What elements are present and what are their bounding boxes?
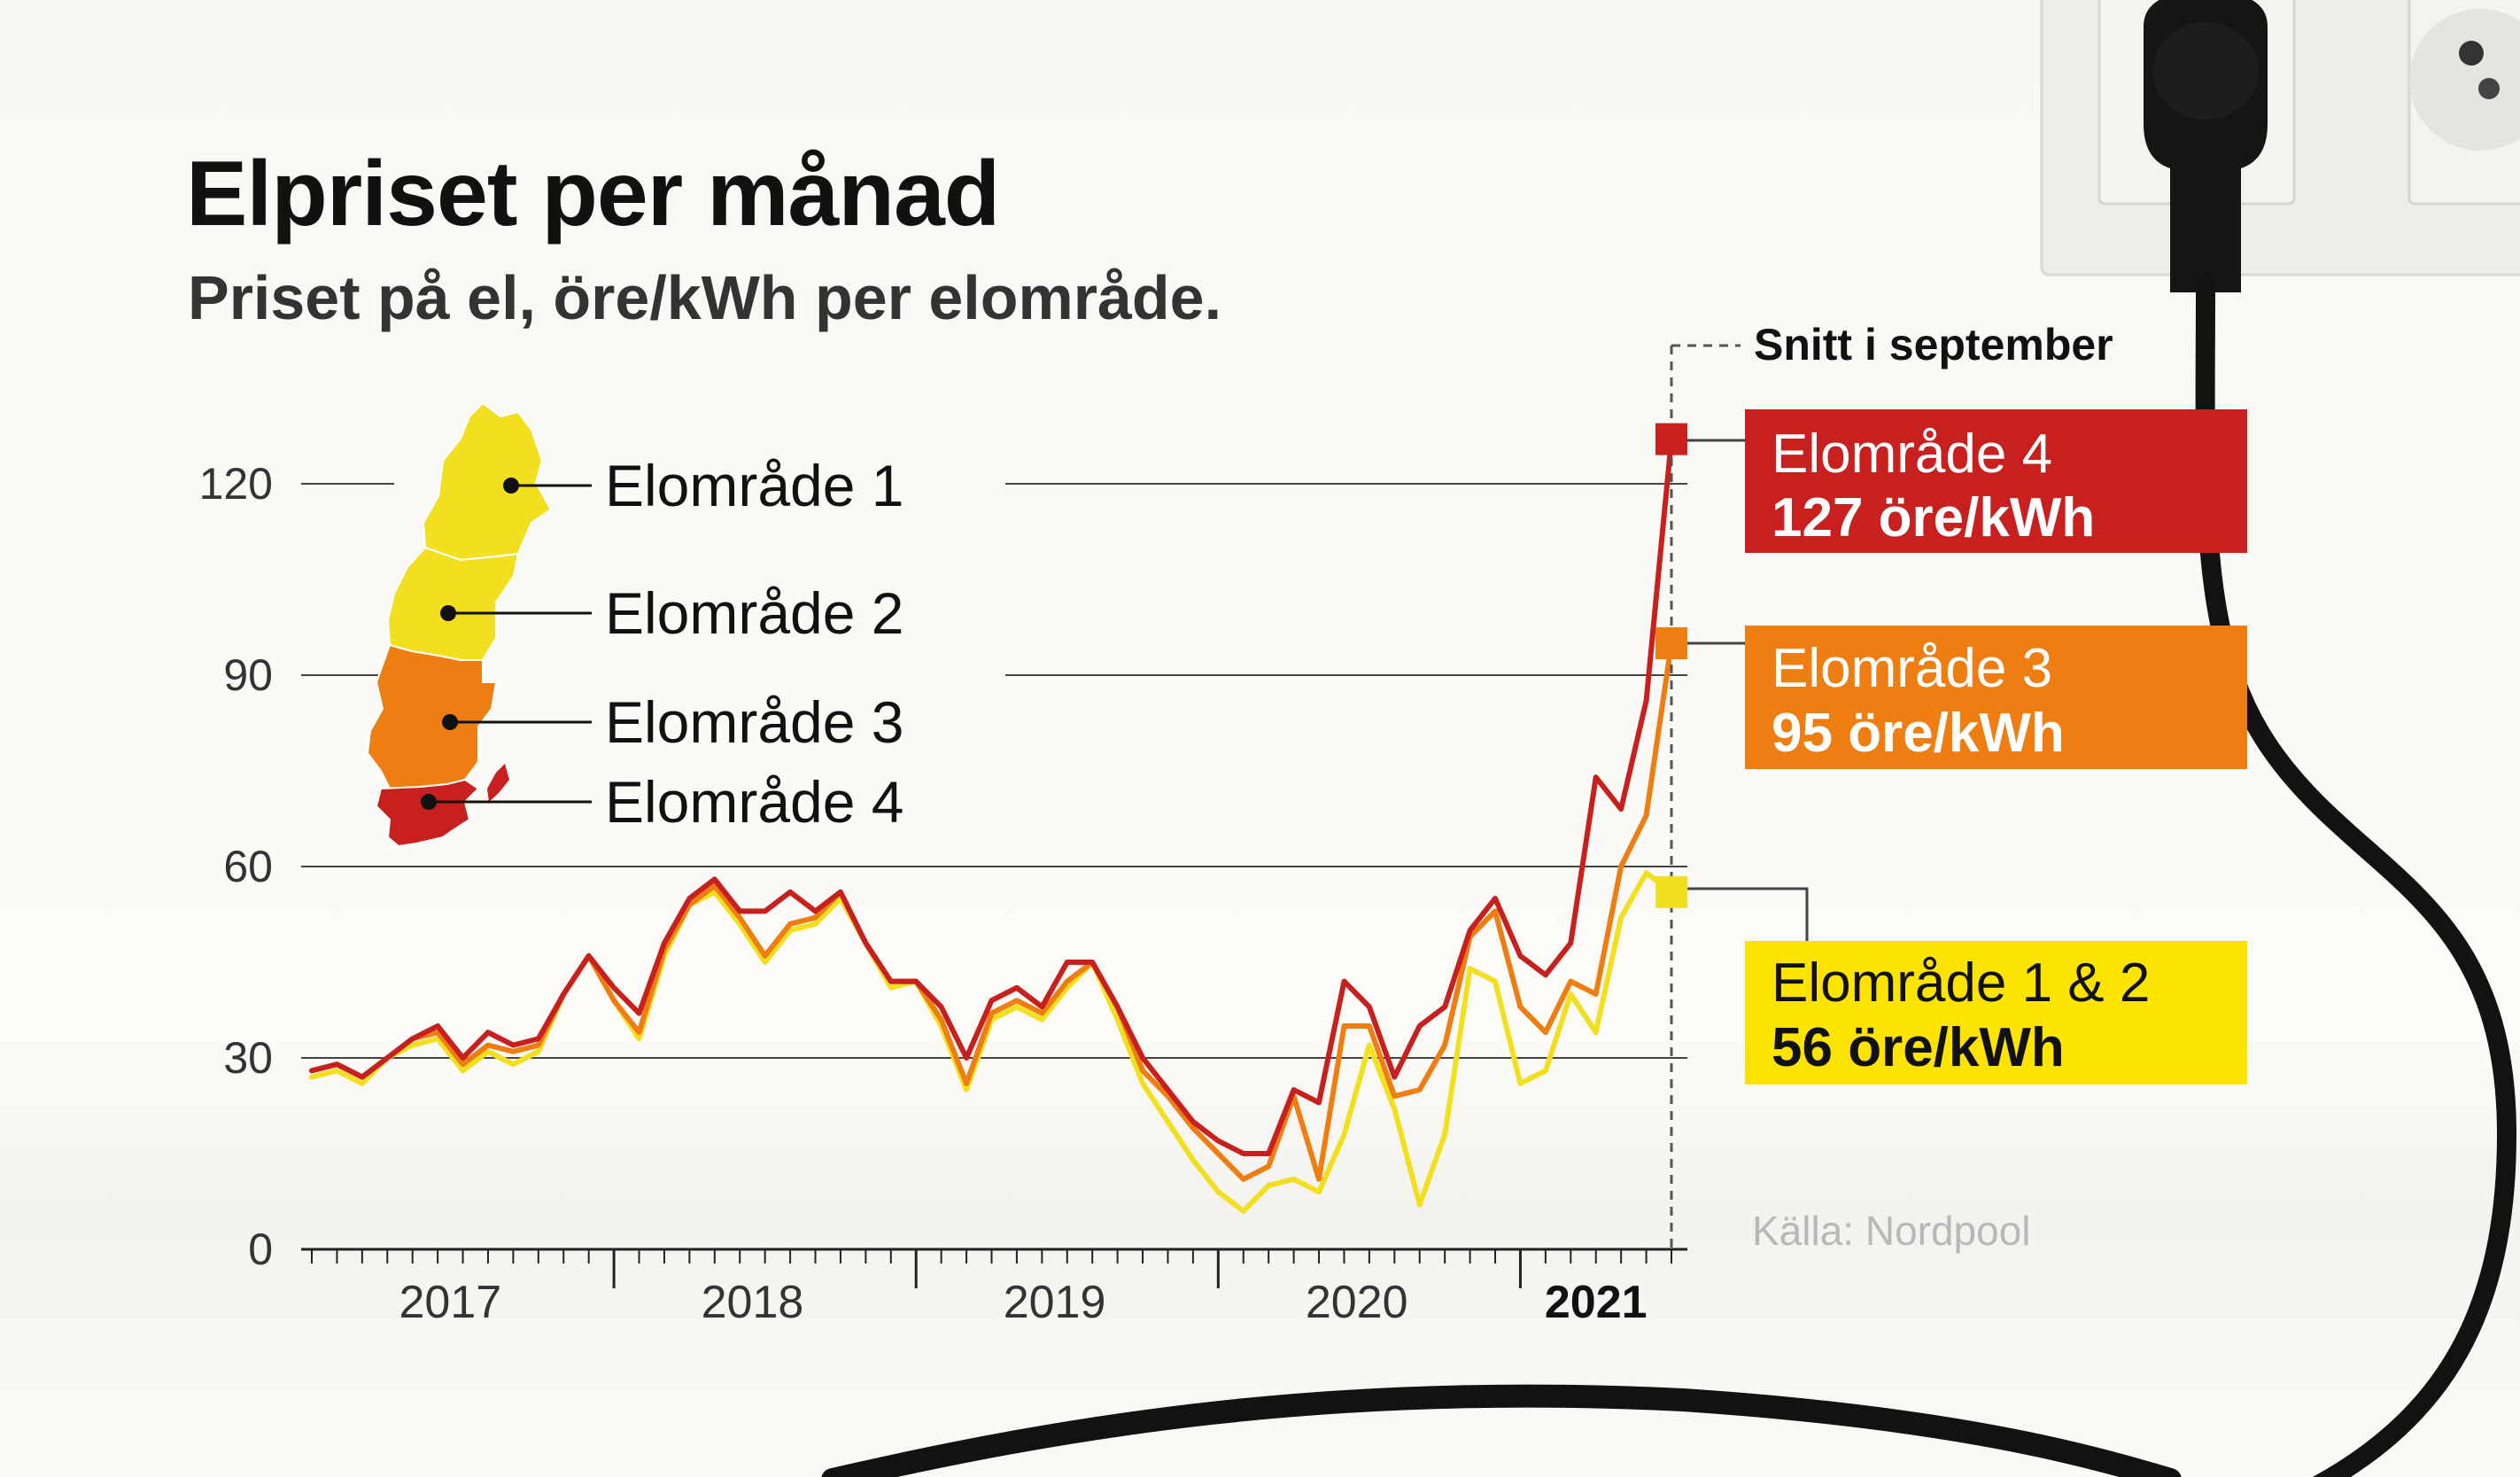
wall-outlet-icon: [2040, 0, 2520, 276]
end-marker-elomr-de-4: [1655, 423, 1687, 455]
callouts: Elområde 4 127 öre/kWh Elområde 3 95 öre…: [1671, 409, 2247, 1084]
y-tick-label: 90: [223, 650, 273, 700]
series-line-elomr-de-3: [309, 641, 1674, 1182]
callout-area-se4: Elområde 4: [1772, 424, 2052, 485]
callout-se3: Elområde 3 95 öre/kWh: [1671, 626, 2247, 769]
y-tick-label: 120: [199, 459, 273, 509]
chart-title: Elpriset per månad: [186, 143, 1000, 245]
snitt-marker: [1670, 344, 1741, 1249]
map-region-1: [422, 401, 553, 562]
end-marker-elomr-de-3: [1655, 627, 1687, 659]
callout-se4: Elområde 4 127 öre/kWh: [1671, 409, 2247, 553]
x-axis: 2017 2018 2019 2020 2021: [301, 1248, 1687, 1328]
series-line-elomr-de-4: [309, 436, 1674, 1156]
map-label-3: Elområde 3: [605, 689, 904, 755]
year-label-2018: 2018: [702, 1277, 804, 1328]
source-label: Källa: Nordpool: [1752, 1208, 2031, 1254]
map-label-1: Elområde 1: [605, 453, 904, 518]
y-tick-label: 60: [223, 842, 273, 891]
y-axis: 0 30 60 90 120: [199, 459, 273, 1274]
callout-price-se12: 56 öre/kWh: [1772, 1017, 2065, 1078]
callout-area-se12: Elområde 1 & 2: [1772, 952, 2150, 1014]
map-region-4: [375, 778, 480, 848]
callout-area-se3: Elområde 3: [1772, 638, 2052, 699]
series-lines: [309, 436, 1674, 1214]
map-region-3: [366, 643, 498, 790]
callout-box-se12: [1745, 941, 2247, 1084]
map-island-gotland: [487, 764, 509, 802]
end-markers: [1655, 423, 1687, 908]
map-label-2: Elområde 2: [605, 580, 904, 646]
y-tick-label: 30: [223, 1033, 273, 1083]
map-leaders: [421, 478, 592, 810]
map-region-2: [386, 546, 520, 661]
callout-box-se3: [1745, 626, 2247, 769]
sweden-map-icon: [366, 401, 553, 848]
year-label-2019: 2019: [1004, 1277, 1106, 1328]
map-label-4: Elområde 4: [605, 769, 904, 835]
callout-se12: Elområde 1 & 2 56 öre/kWh: [1671, 887, 2247, 1084]
power-plug-icon: [2144, 0, 2268, 292]
year-label-2020: 2020: [1306, 1277, 1408, 1328]
callout-box-se4: [1745, 409, 2247, 553]
power-cable-icon: [821, 274, 2517, 1477]
y-tick-label: 0: [248, 1224, 273, 1274]
end-marker-elomr-de-1-2: [1655, 875, 1687, 908]
year-label-2021: 2021: [1545, 1277, 1648, 1328]
chart-subtitle: Priset på el, öre/kWh per elområde.: [188, 263, 1222, 332]
callout-price-se4: 127 öre/kWh: [1772, 487, 2095, 548]
snitt-label: Snitt i september: [1754, 320, 2113, 369]
callout-price-se3: 95 öre/kWh: [1772, 703, 2065, 764]
year-label-2017: 2017: [399, 1277, 501, 1328]
